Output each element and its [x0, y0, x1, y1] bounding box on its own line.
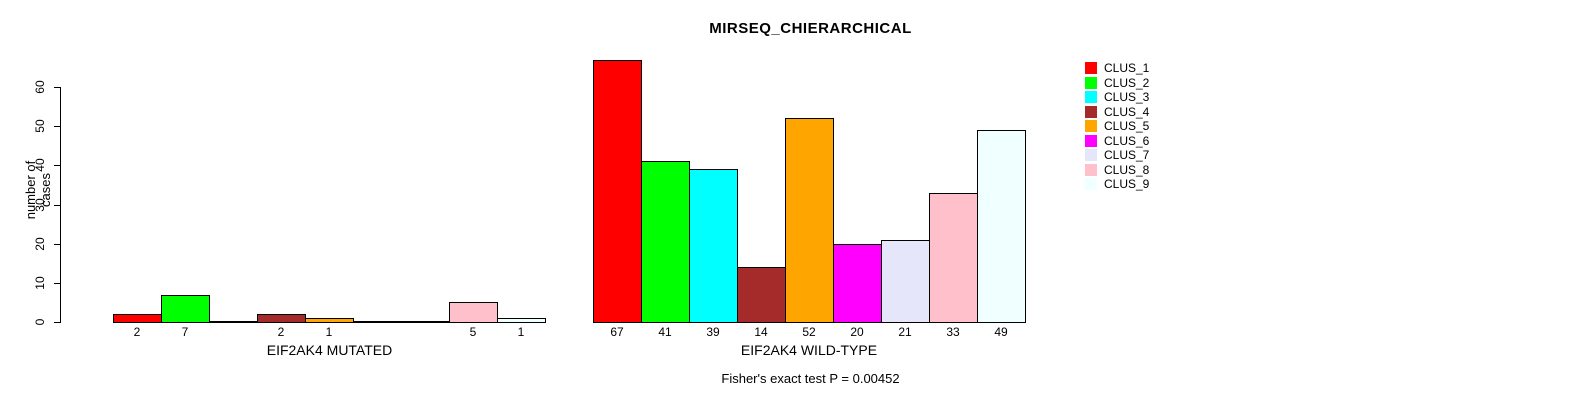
legend-label-clus-3: CLUS_3: [1104, 90, 1150, 104]
bar-wildtype-clus-7: [881, 240, 930, 323]
y-axis-line: [60, 87, 61, 323]
bar-value-label: 1: [517, 325, 525, 339]
legend-label-clus-2: CLUS_2: [1104, 75, 1150, 90]
x-axis-label-wildtype: EIF2AK4 WILD-TYPE: [740, 342, 878, 358]
bar-mutated-clus-5: [305, 318, 354, 323]
bar-mutated-clus-8: [449, 302, 498, 323]
y-tick: [54, 322, 60, 323]
chart-title: MIRSEQ_CHIERARCHICAL: [709, 20, 912, 37]
bar-mutated-clus-7-zero: [401, 321, 450, 323]
bar-value-label: 21: [898, 325, 912, 339]
bar-value-label: 33: [946, 325, 960, 339]
legend-label-clus-5: CLUS_5: [1104, 119, 1150, 133]
y-tick: [54, 243, 60, 245]
bar-mutated-clus-6-zero: [353, 321, 402, 323]
bar-wildtype-clus-9: [977, 130, 1026, 323]
fisher-test-annotation: Fisher's exact test P = 0.00452: [721, 371, 900, 386]
bar-value-label: 41: [658, 325, 672, 339]
legend-swatch-clus-5: [1085, 120, 1097, 132]
bar-value-label: 2: [133, 325, 141, 339]
bar-value-label: 52: [802, 325, 816, 339]
legend-swatch-clus-9: [1085, 178, 1097, 190]
legend-swatch-clus-7: [1085, 149, 1097, 161]
x-axis-label-mutated: EIF2AK4 MUTATED: [266, 342, 393, 358]
legend-swatch-clus-8: [1085, 163, 1097, 176]
bar-mutated-clus-3-zero: [209, 321, 258, 323]
legend-label-clus-9: CLUS_9: [1104, 177, 1150, 191]
bar-wildtype-clus-8: [929, 193, 978, 323]
legend-swatch-clus-2: [1085, 76, 1097, 89]
bar-mutated-clus-2: [161, 295, 210, 323]
bar-value-label: 2: [277, 325, 285, 339]
y-tick: [54, 204, 60, 206]
bar-wildtype-clus-2: [641, 161, 690, 323]
bar-value-label: 5: [469, 325, 477, 339]
bar-value-label: 39: [706, 325, 720, 339]
bar-wildtype-clus-3: [689, 169, 738, 323]
bar-value-label: 1: [325, 325, 333, 339]
bar-value-label: 67: [610, 325, 624, 339]
bar-value-label: 14: [754, 325, 768, 339]
y-tick: [54, 87, 60, 88]
bar-wildtype-clus-6: [833, 244, 882, 323]
legend-swatch-clus-6: [1085, 134, 1097, 147]
legend-label-clus-1: CLUS_1: [1104, 61, 1150, 75]
bar-mutated-clus-9: [497, 318, 546, 323]
legend-label-clus-8: CLUS_8: [1104, 162, 1150, 177]
y-tick: [54, 282, 60, 284]
bar-value-label: 7: [181, 325, 189, 339]
legend-swatch-clus-1: [1085, 62, 1097, 74]
bar-value-label: 49: [994, 325, 1008, 339]
y-tick: [54, 165, 60, 167]
bar-wildtype-clus-5: [785, 118, 834, 323]
legend-swatch-clus-3: [1085, 91, 1097, 103]
bar-value-label: 20: [850, 325, 864, 339]
legend-swatch-clus-4: [1085, 105, 1097, 118]
legend-label-clus-6: CLUS_6: [1104, 133, 1150, 148]
legend-label-clus-4: CLUS_4: [1104, 104, 1150, 119]
y-tick: [54, 126, 60, 128]
legend-label-clus-7: CLUS_7: [1104, 148, 1150, 162]
